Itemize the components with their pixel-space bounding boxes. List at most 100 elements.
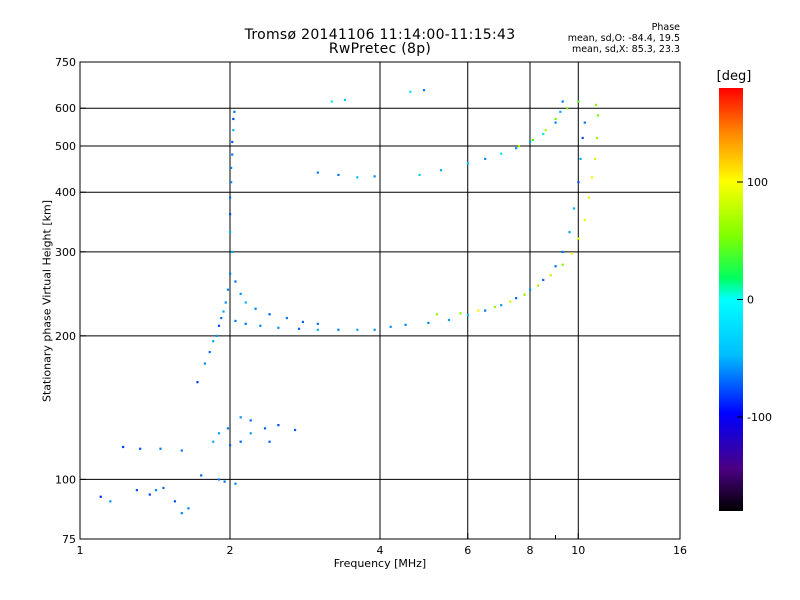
data-point xyxy=(330,100,333,103)
x-axis-label: Frequency [MHz] xyxy=(333,557,427,570)
data-point xyxy=(212,440,215,443)
data-point xyxy=(203,362,206,365)
data-point xyxy=(254,307,257,310)
y-tick-label: 100 xyxy=(55,473,76,486)
y-tick-label: 75 xyxy=(62,533,76,546)
data-point xyxy=(523,293,526,296)
data-point xyxy=(577,181,580,184)
data-point xyxy=(531,138,534,142)
data-point xyxy=(404,323,407,326)
data-points xyxy=(99,89,600,515)
x-tick-label: 1 xyxy=(77,544,84,557)
data-point xyxy=(231,140,234,144)
data-point xyxy=(529,288,532,291)
data-point xyxy=(220,316,223,320)
data-point xyxy=(337,173,340,177)
data-point xyxy=(596,114,600,117)
data-point xyxy=(466,314,469,317)
data-point xyxy=(234,482,237,485)
data-point xyxy=(418,173,421,177)
x-tick-label: 16 xyxy=(673,544,687,557)
data-point xyxy=(477,309,480,312)
data-point xyxy=(148,493,151,496)
data-point xyxy=(500,304,503,307)
data-point xyxy=(459,312,462,315)
y-tick-label: 400 xyxy=(55,186,76,199)
data-point xyxy=(356,176,359,179)
data-point xyxy=(581,136,584,140)
data-point xyxy=(162,486,165,490)
data-point xyxy=(409,90,412,93)
data-point xyxy=(232,117,235,121)
data-point xyxy=(249,419,252,422)
data-point xyxy=(239,440,242,443)
data-point xyxy=(577,100,580,103)
data-point xyxy=(229,196,232,199)
colorbar-tick-label: 100 xyxy=(747,176,768,189)
data-point xyxy=(583,218,586,222)
data-point xyxy=(301,320,305,323)
phase-stats-x: mean, sd,X: 85.3, 23.3 xyxy=(571,44,680,55)
colorbar-tick-label: -100 xyxy=(747,411,772,424)
data-point xyxy=(285,316,288,320)
chart-title: Tromsø 20141106 11:14:00-11:15:43 xyxy=(244,27,516,43)
data-point xyxy=(109,500,112,503)
data-point xyxy=(544,129,547,132)
data-point xyxy=(234,280,237,283)
phase-stats-o: mean, sd,O: -84.4, 19.5 xyxy=(567,33,680,44)
data-point xyxy=(316,322,319,325)
data-point xyxy=(297,327,301,330)
data-point xyxy=(356,328,359,331)
data-point xyxy=(561,263,564,266)
data-point xyxy=(484,157,487,161)
data-point xyxy=(139,447,142,450)
data-point xyxy=(554,265,557,268)
data-point xyxy=(277,424,280,427)
data-point xyxy=(590,176,594,179)
data-point xyxy=(373,328,376,331)
data-point xyxy=(389,325,392,328)
data-point xyxy=(337,328,340,331)
data-point xyxy=(244,322,247,325)
data-point xyxy=(422,89,426,92)
data-point xyxy=(439,169,443,172)
data-point xyxy=(293,428,297,432)
y-tick-label: 600 xyxy=(55,102,76,115)
data-point xyxy=(536,284,540,287)
data-point xyxy=(515,297,518,300)
x-tick-label: 4 xyxy=(377,544,384,557)
data-point xyxy=(244,301,247,304)
data-point xyxy=(484,309,487,312)
data-point xyxy=(466,162,469,165)
data-point xyxy=(316,171,319,174)
data-point xyxy=(435,313,438,316)
data-point xyxy=(568,231,571,234)
data-point xyxy=(566,107,569,110)
colorbar-unit: [deg] xyxy=(716,69,752,84)
x-tick-label: 8 xyxy=(527,544,534,557)
data-point xyxy=(268,440,271,443)
data-point xyxy=(229,444,232,447)
data-point xyxy=(577,237,580,240)
data-point xyxy=(222,310,225,313)
data-point xyxy=(570,252,573,255)
data-point xyxy=(316,328,319,331)
data-point xyxy=(277,326,280,329)
data-point xyxy=(583,121,586,124)
chart-subtitle: RwPretec (8p) xyxy=(328,41,432,57)
data-point xyxy=(232,129,235,132)
data-point xyxy=(427,321,430,324)
data-point xyxy=(217,432,221,435)
data-point xyxy=(542,132,545,136)
data-point xyxy=(493,305,497,309)
data-point xyxy=(268,313,271,316)
data-point xyxy=(593,157,597,161)
y-tick-label: 500 xyxy=(55,140,76,153)
data-point xyxy=(587,196,591,199)
data-point xyxy=(447,318,451,322)
data-point xyxy=(559,110,562,113)
y-tick-label: 300 xyxy=(55,246,76,259)
data-point xyxy=(208,350,211,354)
y-tick-label: 750 xyxy=(55,56,76,69)
colorbar-tick-label: 0 xyxy=(747,294,754,307)
